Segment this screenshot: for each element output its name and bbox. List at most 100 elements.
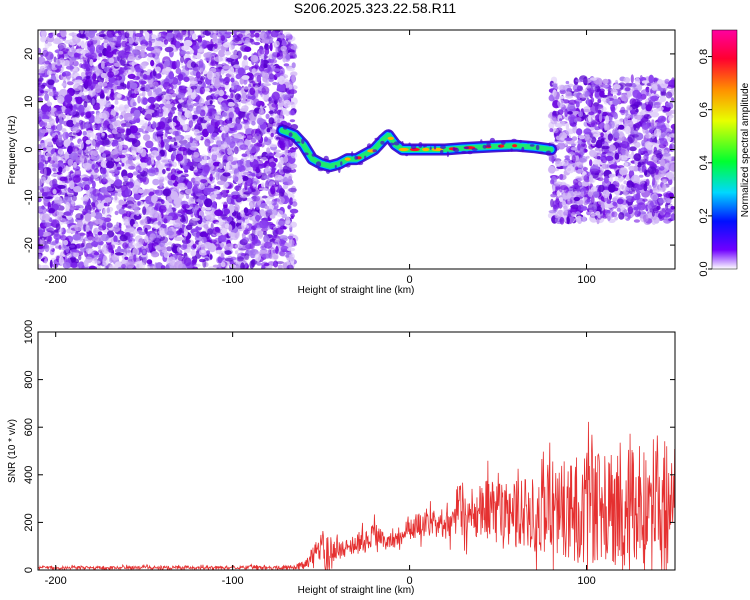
noise-blob: [288, 84, 293, 90]
noise-blob: [567, 103, 575, 110]
noise-blob: [106, 168, 115, 173]
noise-blob: [135, 165, 142, 173]
noise-blob: [243, 55, 248, 61]
noise-blob: [124, 108, 132, 113]
noise-blob: [169, 147, 177, 152]
noise-blob: [164, 103, 173, 109]
noise-blob: [55, 58, 63, 66]
noise-blob: [73, 52, 80, 58]
noise-blob: [176, 230, 184, 236]
noise-blob: [216, 246, 223, 251]
noise-blob: [627, 92, 633, 98]
noise-blob: [181, 65, 188, 69]
noise-blob: [40, 104, 49, 113]
noise-blob: [609, 120, 615, 129]
noise-blob: [196, 47, 205, 53]
noise-blob: [220, 35, 225, 42]
noise-blob: [157, 163, 165, 170]
noise-blob: [263, 83, 271, 87]
noise-blob: [594, 91, 601, 98]
noise-blob: [57, 95, 65, 104]
noise-blob: [189, 30, 193, 36]
noise-blob: [115, 112, 119, 116]
noise-blob: [218, 49, 226, 58]
noise-blob: [251, 259, 256, 268]
noise-blob: [68, 177, 72, 181]
noise-blob: [240, 210, 245, 218]
noise-blob: [48, 33, 53, 39]
noise-blob: [98, 34, 106, 38]
noise-blob: [217, 119, 225, 125]
noise-blob: [143, 75, 153, 81]
noise-blob: [62, 262, 71, 269]
noise-blob: [80, 122, 84, 130]
noise-blob: [209, 173, 213, 182]
noise-blob: [100, 186, 108, 194]
noise-blob: [121, 163, 125, 167]
noise-blob: [148, 191, 155, 197]
noise-blob: [116, 93, 122, 98]
noise-blob: [154, 245, 161, 251]
noise-blob: [66, 119, 75, 128]
noise-blob: [216, 139, 222, 148]
noise-blob: [38, 162, 45, 168]
noise-blob: [228, 204, 235, 214]
noise-blob: [152, 228, 160, 232]
noise-blob: [271, 103, 279, 108]
noise-blob: [38, 97, 44, 102]
noise-blob: [623, 77, 631, 83]
noise-blob: [241, 60, 246, 69]
noise-blob: [103, 208, 108, 217]
noise-blob: [80, 242, 85, 248]
noise-blob: [91, 98, 96, 106]
noise-blob: [208, 158, 213, 167]
noise-blob: [268, 110, 274, 115]
noise-blob: [238, 111, 246, 119]
noise-blob: [52, 133, 57, 136]
noise-blob: [49, 118, 55, 126]
noise-blob: [82, 130, 87, 136]
noise-blob: [41, 176, 47, 184]
noise-blob: [73, 186, 82, 193]
noise-blob: [243, 119, 248, 123]
noise-blob: [263, 32, 271, 40]
noise-blob: [40, 237, 45, 247]
noise-blob: [92, 73, 97, 81]
noise-blob: [265, 113, 270, 120]
noise-blob: [642, 198, 648, 202]
noise-blob: [231, 85, 235, 90]
noise-blob: [280, 245, 289, 252]
noise-blob: [200, 75, 205, 81]
noise-blob: [127, 172, 134, 178]
noise-blob: [216, 180, 226, 186]
noise-blob: [225, 81, 229, 86]
noise-blob: [83, 187, 88, 190]
noise-blob: [129, 146, 133, 152]
noise-blob: [67, 145, 73, 155]
noise-blob: [127, 181, 134, 189]
noise-blob: [667, 178, 673, 186]
noise-blob: [186, 98, 194, 106]
noise-blob: [276, 196, 285, 204]
noise-blob: [183, 249, 191, 253]
noise-blob: [218, 89, 225, 97]
noise-blob: [152, 120, 156, 129]
noise-blob: [161, 68, 171, 75]
noise-blob: [210, 146, 219, 155]
noise-blob: [211, 119, 215, 123]
noise-blob: [274, 172, 279, 178]
noise-blob: [47, 141, 53, 147]
noise-blob: [215, 156, 221, 163]
noise-blob: [241, 153, 248, 157]
noise-blob: [208, 107, 217, 116]
noise-blob: [231, 161, 237, 166]
noise-blob: [266, 147, 271, 154]
noise-blob: [51, 173, 59, 177]
chart-title: S206.2025.323.22.58.R11: [293, 0, 457, 16]
noise-blob: [64, 59, 70, 67]
noise-blob: [191, 114, 198, 120]
noise-blob: [126, 252, 136, 257]
noise-blob: [603, 133, 608, 139]
noise-blob: [70, 152, 78, 160]
noise-blob: [138, 93, 144, 97]
